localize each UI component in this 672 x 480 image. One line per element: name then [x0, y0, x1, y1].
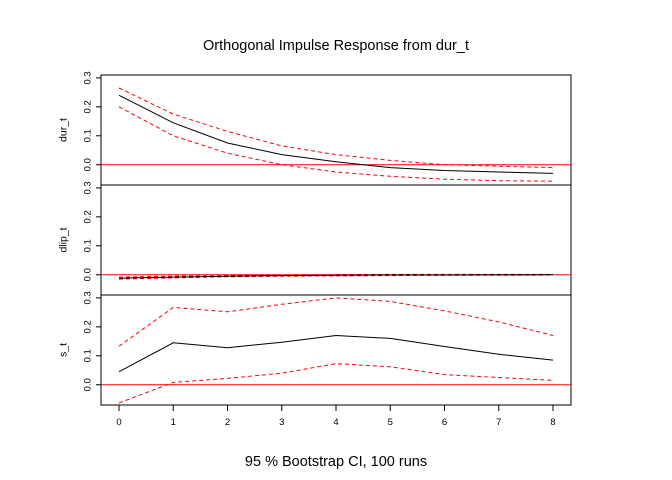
panel-ylabel: dlip_t	[58, 227, 70, 252]
y-tick-label: 0.3	[82, 291, 93, 304]
y-tick-label: 0.1	[82, 349, 93, 362]
x-tick-label: 1	[171, 417, 176, 428]
y-tick-label: 0.0	[82, 268, 93, 281]
x-tick-label: 7	[496, 417, 501, 428]
response-line	[118, 274, 553, 279]
panel-dlip-t: 0.0 0.1 0.2 0.3 dlip_t	[58, 181, 572, 296]
x-tick-label: 2	[225, 417, 230, 428]
x-tick-label: 0	[116, 417, 121, 428]
y-tick-label: 0.2	[82, 100, 93, 113]
ci-lower-line	[118, 363, 554, 404]
chart-subtitle: 95 % Bootstrap CI, 100 runs	[245, 454, 427, 470]
ci-upper-line	[118, 273, 553, 278]
y-tick-label: 0.1	[82, 129, 93, 142]
chart-title: Orthogonal Impulse Response from dur_t	[203, 38, 469, 54]
panel-dur-t: 0.0 0.1 0.2 0.3 dur_t	[58, 71, 572, 186]
response-line	[118, 334, 554, 373]
panels-group: 0.00.10.20.3dur_t0.00.10.20.3dlip_t0.00.…	[58, 71, 572, 406]
x-axis: 0 1 2 3 4 5 6 7 8	[116, 405, 556, 428]
ci-lower-line	[118, 274, 554, 280]
x-tick-label: 8	[550, 417, 555, 428]
panel-ylabel: s_t	[58, 343, 70, 357]
y-tick-label: 0.1	[82, 239, 93, 252]
ci-upper-line	[118, 87, 554, 169]
panel-s-t: 0.0 0.1 0.2 0.3 s_t	[58, 291, 572, 406]
panel-frame	[100, 294, 572, 406]
y-tick-label: 0.3	[82, 181, 93, 194]
response-line	[118, 94, 554, 174]
y-tick-label: 0.3	[82, 71, 93, 84]
x-tick-label: 3	[279, 417, 284, 428]
x-tick-label: 5	[388, 417, 393, 428]
ci-upper-line	[118, 297, 554, 347]
y-tick-label: 0.2	[82, 320, 93, 333]
y-tick-label: 0.0	[82, 158, 93, 171]
panel-ylabel: dur_t	[58, 118, 70, 142]
x-tick-label: 6	[442, 417, 447, 428]
y-tick-label: 0.0	[82, 378, 93, 391]
panel-frame	[100, 184, 572, 296]
x-tick-label: 4	[333, 417, 338, 428]
y-tick-label: 0.2	[82, 210, 93, 223]
ci-lower-line	[118, 106, 554, 182]
panel-frame	[100, 74, 572, 186]
